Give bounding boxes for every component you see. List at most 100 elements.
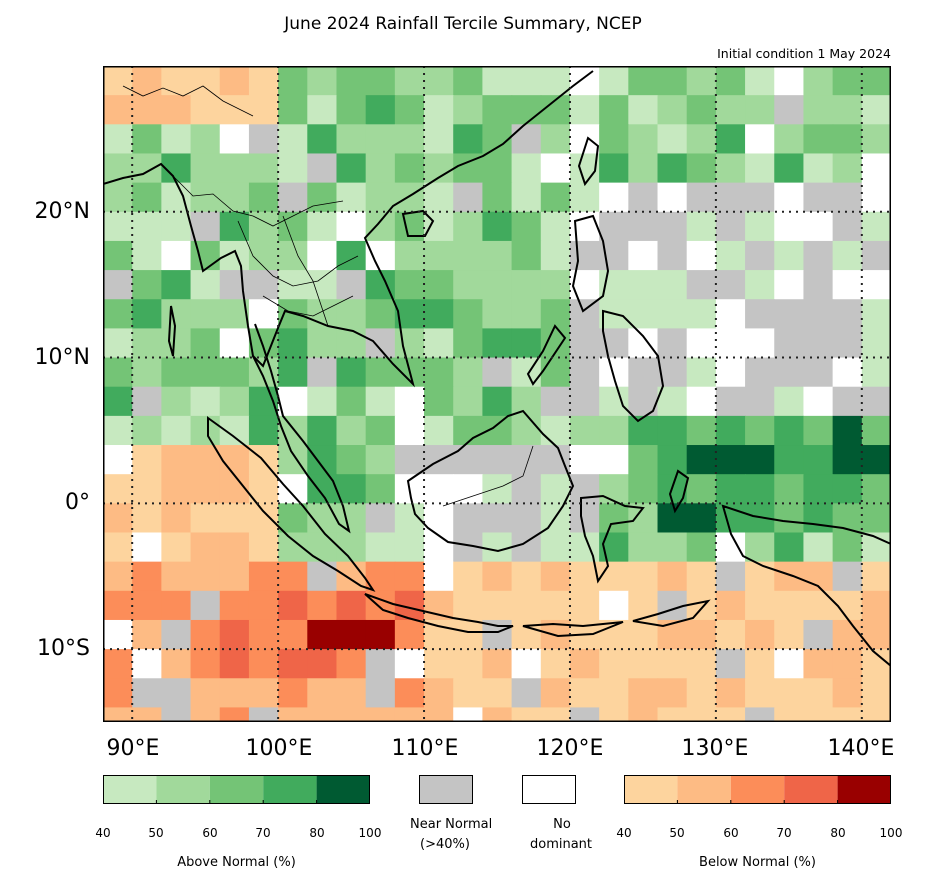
- grid-cell: [248, 95, 279, 125]
- grid-cell: [453, 503, 484, 534]
- grid-cell: [482, 182, 513, 213]
- grid-cell: [394, 561, 425, 592]
- grid-cell: [511, 415, 542, 446]
- grid-cell: [686, 503, 717, 534]
- grid-cell: [657, 124, 688, 155]
- grid-cell: [745, 590, 775, 621]
- grid-cell: [132, 153, 162, 184]
- grid-cell: [599, 124, 629, 155]
- grid-cell: [365, 299, 396, 329]
- grid-cell: [278, 386, 308, 417]
- grid-cell: [248, 270, 279, 300]
- grid-cell: [686, 270, 717, 300]
- grid-cell: [715, 66, 746, 96]
- lon-label-100e: 100°E: [245, 736, 313, 761]
- grid-cell: [132, 270, 162, 300]
- grid-cell: [745, 474, 775, 504]
- grid-cell: [103, 299, 133, 329]
- grid-cell: [803, 445, 834, 475]
- grid-cell: [424, 299, 454, 329]
- grid-cell: [774, 649, 805, 679]
- grid-cell: [394, 707, 425, 722]
- grid-cell: [424, 415, 454, 446]
- grid-cell: [424, 66, 454, 96]
- grid-cell: [190, 619, 221, 650]
- grid-cell: [278, 590, 308, 621]
- grid-cell: [219, 503, 250, 534]
- grid-cell: [832, 357, 863, 388]
- grid-cell: [248, 66, 279, 96]
- grid-cell: [219, 328, 250, 359]
- above-normal-swatches: [103, 775, 370, 804]
- grid-cell: [161, 707, 192, 722]
- grid-cell: [803, 66, 834, 96]
- grid-cell: [715, 153, 746, 184]
- grid-cell: [482, 707, 513, 722]
- grid-cell: [132, 532, 162, 563]
- grid-cell: [511, 153, 542, 184]
- grid-cell: [190, 240, 221, 271]
- grid-cell: [628, 240, 659, 271]
- grid-cell: [511, 532, 542, 563]
- grid-cell: [832, 270, 863, 300]
- grid-cell: [132, 474, 162, 504]
- grid-cell: [103, 357, 133, 388]
- grid-cell: [365, 619, 396, 650]
- grid-cell: [686, 153, 717, 184]
- grid-cell: [803, 299, 834, 329]
- grid-cell: [832, 240, 863, 271]
- grid-cell: [569, 678, 600, 709]
- grid-cell: [832, 328, 863, 359]
- grid-cell: [686, 66, 717, 96]
- below-tick-40: 40: [616, 826, 632, 840]
- grid-cell: [424, 95, 454, 125]
- grid-cell: [424, 153, 454, 184]
- grid-cell: [482, 474, 513, 504]
- grid-cell: [394, 182, 425, 213]
- grid-cell: [307, 66, 338, 96]
- country-borders: [122, 85, 534, 507]
- grid-cell: [365, 328, 396, 359]
- grid-cell: [365, 66, 396, 96]
- grid-cell: [219, 678, 250, 709]
- grid-cell: [803, 95, 834, 125]
- grid-cell: [190, 532, 221, 563]
- grid-cell: [278, 619, 308, 650]
- grid-cell: [336, 182, 367, 213]
- grid-cell: [745, 95, 775, 125]
- grid-cell: [686, 532, 717, 563]
- grid-cell: [832, 182, 863, 213]
- grid-cell: [424, 532, 454, 563]
- coast-java: [364, 593, 514, 633]
- grid-cell: [569, 182, 600, 213]
- below-tick-70: 70: [776, 826, 792, 840]
- grid-cell: [161, 211, 192, 242]
- grid-cell: [803, 386, 834, 417]
- grid-cell: [424, 357, 454, 388]
- grid-cell: [803, 503, 834, 534]
- grid-cell: [161, 619, 192, 650]
- grid-cell: [161, 66, 192, 96]
- grid-cell: [248, 182, 279, 213]
- grid-cell: [511, 503, 542, 534]
- grid-cell: [132, 299, 162, 329]
- grid-cell: [540, 240, 571, 271]
- grid-cell: [190, 474, 221, 504]
- map-frame: [103, 66, 891, 722]
- grid-cell: [832, 707, 863, 722]
- grid-cell: [628, 153, 659, 184]
- grid-cell: [861, 299, 891, 329]
- grid-cell: [628, 66, 659, 96]
- grid-cell: [103, 328, 133, 359]
- above-tick-50: 50: [148, 826, 164, 840]
- grid-cell: [161, 95, 192, 125]
- grid-cell: [861, 328, 891, 359]
- grid-cell: [424, 182, 454, 213]
- grid-cell: [394, 415, 425, 446]
- grid-cell: [569, 445, 600, 475]
- grid-cell: [569, 649, 600, 679]
- coast-nusa-tenggara: [522, 621, 624, 638]
- grid-cell: [190, 299, 221, 329]
- grid-cell: [511, 590, 542, 621]
- grid-cell: [861, 95, 891, 125]
